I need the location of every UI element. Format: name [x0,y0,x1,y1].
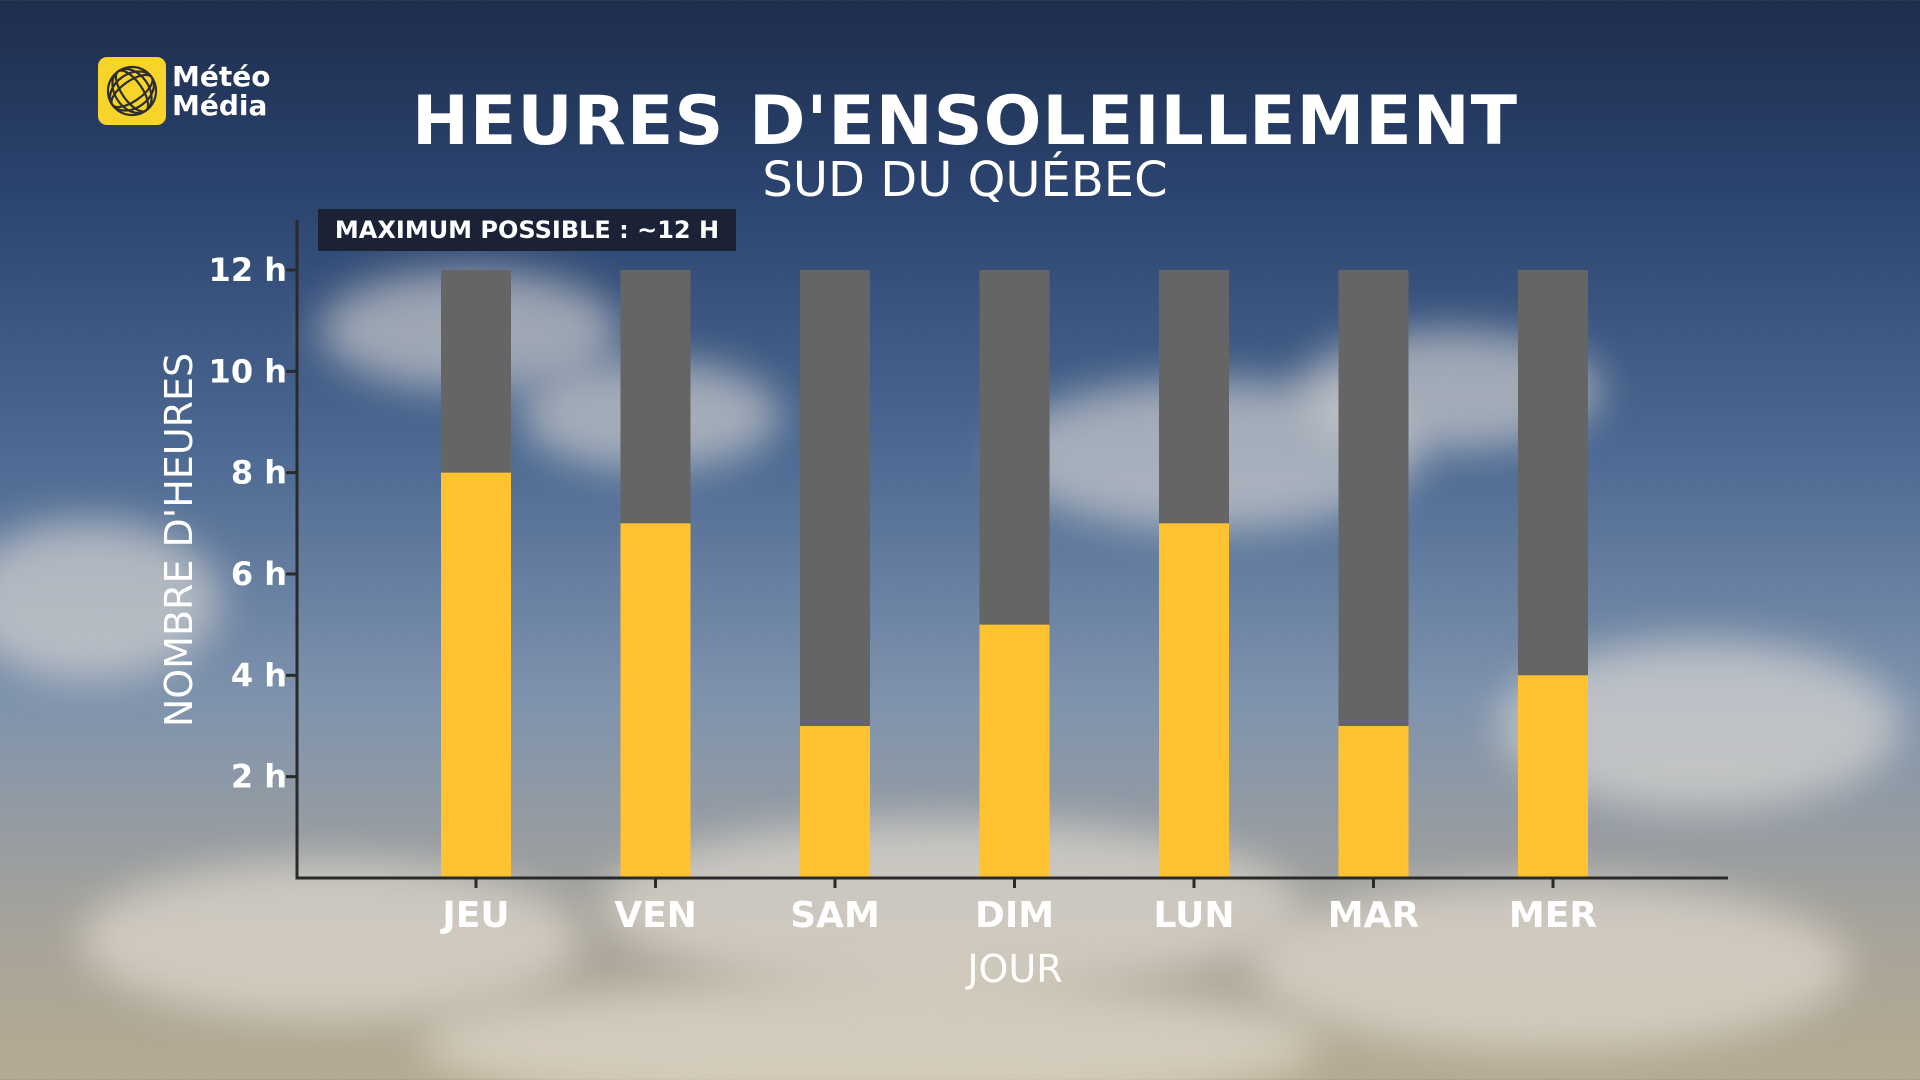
y-tick-label: 10 h [209,352,287,390]
x-tick-label: SAM [790,895,880,936]
x-tick-label: MER [1509,895,1597,936]
brand-name-line2: Média [172,89,268,122]
y-axis-title: NOMBRE D'HEURES [157,353,201,727]
max-possible-badge: MAXIMUM POSSIBLE : ~12 H [318,209,736,251]
y-tick-label: 12 h [209,251,287,289]
sunshine-bar [620,523,691,878]
x-axis-title: JOUR [965,947,1062,991]
y-tick-label: 4 h [231,656,287,694]
globe-icon [98,57,166,125]
chart-title: HEURES D'ENSOLEILLEMENT [411,82,1519,161]
sunshine-bar [1338,726,1409,878]
sunshine-bar [979,624,1050,878]
x-tick-label: JEU [439,895,509,936]
brand-name: Météo Média [172,62,270,120]
y-tick-label: 6 h [231,555,287,593]
sunshine-bar [1518,675,1588,878]
brand-name-line1: Météo [172,60,271,93]
brand-logo: Météo Média [98,57,270,125]
x-tick-label: MAR [1328,895,1419,936]
y-tick-label: 2 h [231,758,287,796]
y-tick-label: 8 h [231,454,287,492]
x-tick-label: DIM [975,895,1054,936]
sunshine-bar [1159,523,1229,878]
chart-subtitle: SUD DU QUÉBEC [762,152,1168,208]
x-tick-label: LUN [1153,895,1234,936]
sunshine-bar [800,726,870,878]
x-tick-label: VEN [614,895,697,936]
sunshine-bar [441,472,511,878]
